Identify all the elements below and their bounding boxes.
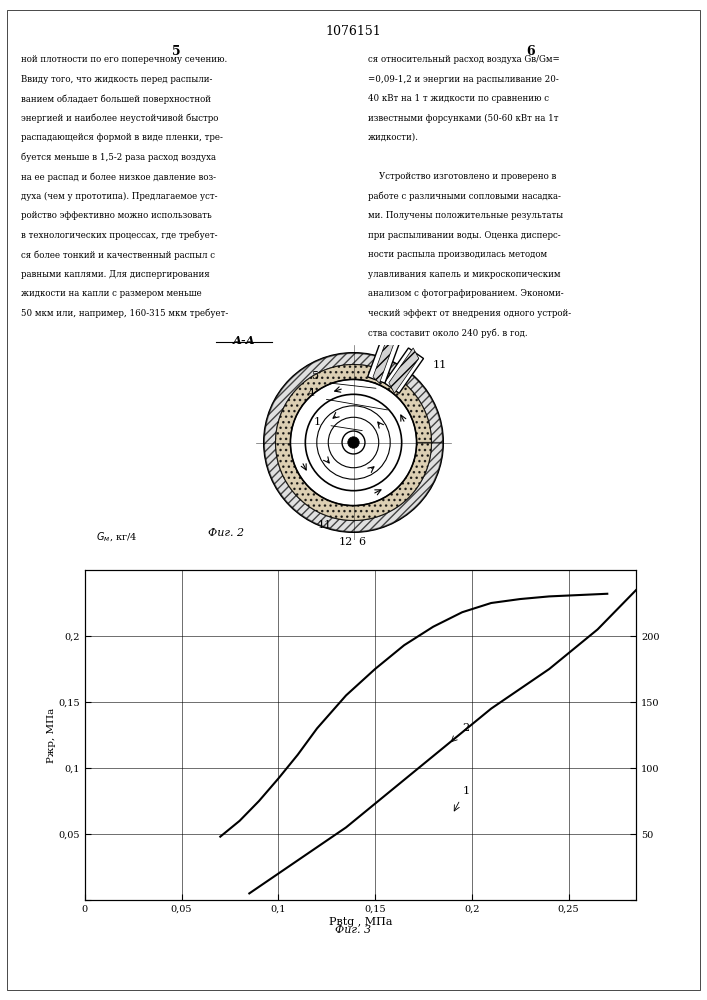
Text: энергией и наиболее неустойчивой быстро: энергией и наиболее неустойчивой быстро xyxy=(21,113,218,123)
Text: А-А: А-А xyxy=(233,335,255,346)
Text: 2: 2 xyxy=(462,723,469,733)
Text: работе с различными сопловыми насадка-: работе с различными сопловыми насадка- xyxy=(368,192,561,201)
Text: 6: 6 xyxy=(526,45,534,58)
Text: 11: 11 xyxy=(317,520,332,530)
Text: буется меньше в 1,5-2 раза расход воздуха: буется меньше в 1,5-2 раза расход воздух… xyxy=(21,153,216,162)
Text: Фиг. 2: Фиг. 2 xyxy=(208,528,245,538)
Polygon shape xyxy=(373,337,394,383)
Text: 1076151: 1076151 xyxy=(326,25,381,38)
Text: 6: 6 xyxy=(358,537,365,547)
Polygon shape xyxy=(264,353,443,532)
Text: 4: 4 xyxy=(308,388,315,398)
Text: улавливания капель и микроскопическим: улавливания капель и микроскопическим xyxy=(368,270,560,279)
Text: 5: 5 xyxy=(173,45,181,58)
Polygon shape xyxy=(384,348,423,393)
Text: ной плотности по его поперечному сечению.: ной плотности по его поперечному сечению… xyxy=(21,55,228,64)
Text: ся относительный расход воздуха Gв/Gм=: ся относительный расход воздуха Gв/Gм= xyxy=(368,55,559,64)
Text: 50 мкм или, например, 160-315 мкм требует-: 50 мкм или, например, 160-315 мкм требуе… xyxy=(21,308,228,318)
Circle shape xyxy=(348,437,359,448)
Text: 12: 12 xyxy=(339,537,353,547)
Text: 5: 5 xyxy=(312,371,319,381)
Text: 11: 11 xyxy=(433,360,447,369)
Text: жидкости).: жидкости). xyxy=(368,133,419,142)
Text: ся более тонкий и качественный распыл с: ся более тонкий и качественный распыл с xyxy=(21,250,215,259)
Text: ности распыла производилась методом: ности распыла производилась методом xyxy=(368,250,547,259)
Text: ства составит около 240 руб. в год.: ства составит около 240 руб. в год. xyxy=(368,328,527,338)
Polygon shape xyxy=(389,348,419,393)
Text: духа (чем у прототипа). Предлагаемое уст-: духа (чем у прототипа). Предлагаемое уст… xyxy=(21,192,218,201)
Text: 1: 1 xyxy=(313,417,320,427)
Text: ройство эффективно можно использовать: ройство эффективно можно использовать xyxy=(21,211,212,220)
Text: равными каплями. Для диспергирования: равными каплями. Для диспергирования xyxy=(21,270,210,279)
Text: распадающейся формой в виде пленки, тре-: распадающейся формой в виде пленки, тре- xyxy=(21,133,223,142)
Text: Устройство изготовлено и проверено в: Устройство изготовлено и проверено в xyxy=(368,172,556,181)
Y-axis label: Pжр, МПа: Pжр, МПа xyxy=(47,707,56,763)
Text: Фиг. 3: Фиг. 3 xyxy=(335,925,372,935)
Text: 1: 1 xyxy=(462,786,469,796)
Text: ми. Получены положительные результаты: ми. Получены положительные результаты xyxy=(368,211,563,220)
Polygon shape xyxy=(276,365,431,520)
Text: известными форсунками (50-60 кВт на 1т: известными форсунками (50-60 кВт на 1т xyxy=(368,113,558,123)
Text: анализом с фотографированием. Экономи-: анализом с фотографированием. Экономи- xyxy=(368,289,563,298)
Polygon shape xyxy=(368,337,399,383)
Text: ванием обладает большей поверхностной: ванием обладает большей поверхностной xyxy=(21,94,211,104)
X-axis label: Pвtg , МПа: Pвtg , МПа xyxy=(329,917,392,927)
Text: жидкости на капли с размером меньше: жидкости на капли с размером меньше xyxy=(21,289,202,298)
Text: Ввиду того, что жидкость перед распыли-: Ввиду того, что жидкость перед распыли- xyxy=(21,75,213,84)
Text: =0,09-1,2 и энергии на распыливание 20-: =0,09-1,2 и энергии на распыливание 20- xyxy=(368,75,559,84)
Text: $G_м$, кг/4: $G_м$, кг/4 xyxy=(96,530,137,544)
Text: при распыливании воды. Оценка дисперс-: при распыливании воды. Оценка дисперс- xyxy=(368,231,560,239)
Text: 40 кВт на 1 т жидкости по сравнению с: 40 кВт на 1 т жидкости по сравнению с xyxy=(368,94,549,103)
Text: ческий эффект от внедрения одного устрой-: ческий эффект от внедрения одного устрой… xyxy=(368,308,571,318)
Text: на ее распад и более низкое давление воз-: на ее распад и более низкое давление воз… xyxy=(21,172,216,182)
Text: в технологических процессах, где требует-: в технологических процессах, где требует… xyxy=(21,231,218,240)
